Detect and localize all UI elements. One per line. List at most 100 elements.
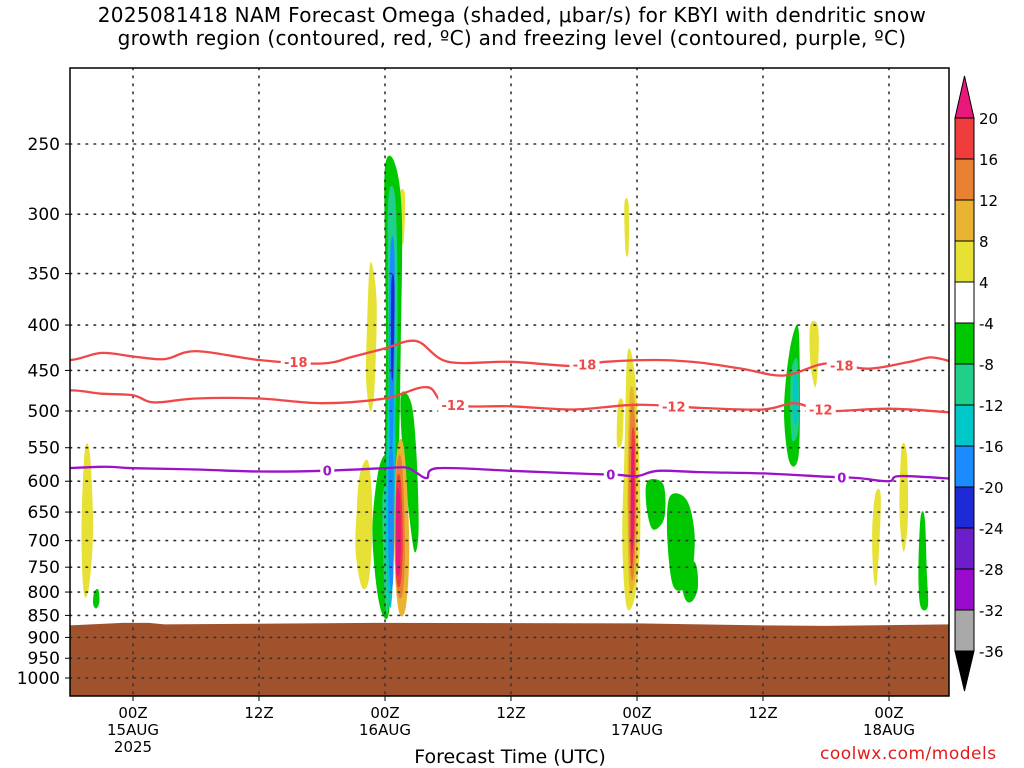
colorbar-low-arrow: [954, 650, 975, 692]
plot-frame: [69, 67, 950, 697]
contour-label: -18: [284, 356, 308, 371]
contour-label-bg: [826, 357, 857, 374]
contour-label: 0: [606, 469, 615, 484]
omega-area: [809, 320, 819, 388]
y-tick-label: 600: [28, 472, 60, 492]
colorbar-label: 20: [979, 110, 998, 128]
contour-line: [70, 386, 949, 414]
omega-area: [630, 445, 635, 552]
y-tick-label: 850: [28, 606, 60, 626]
omega-area: [918, 511, 929, 611]
y-tick-label: 700: [28, 532, 60, 552]
colorbar-segment: [954, 117, 975, 160]
x-tick-label: 12Z: [748, 704, 777, 722]
omega-area: [678, 558, 699, 603]
colorbar-segment: [954, 445, 975, 488]
contour-label-bg: [280, 354, 311, 371]
contour-label-bg: [320, 462, 335, 479]
colorbar-label: 8: [979, 233, 989, 251]
contours: -18 -18 -18 -12 -12 -12 0 0 0: [70, 339, 949, 486]
colorbar-label: 16: [979, 151, 998, 169]
colorbar-label: -20: [979, 479, 1004, 497]
contour-label: 0: [837, 471, 846, 486]
omega-area: [899, 442, 909, 552]
contour-line: [70, 465, 949, 483]
y-axis: 2503003504004505005506006507007508008509…: [17, 135, 70, 689]
x-tick-label: 2025: [114, 738, 152, 756]
colorbar-label: -32: [979, 602, 1004, 620]
colorbar-label: -4: [979, 315, 994, 333]
colorbar-segment: [954, 199, 975, 242]
x-tick-label: 00Z: [874, 704, 903, 722]
y-tick-label: 500: [28, 402, 60, 422]
omega-area: [355, 459, 373, 590]
omega-area: [365, 261, 377, 412]
colorbar-segment: [954, 322, 975, 365]
contour-label-bg: [805, 401, 836, 418]
colorbar-label: -36: [979, 643, 1004, 661]
contour-label-bg: [603, 466, 618, 483]
omega-area: [872, 488, 881, 587]
terrain-fill: [70, 622, 949, 696]
y-tick-label: 1000: [17, 669, 60, 689]
y-tick-label: 250: [28, 135, 60, 155]
x-tick-label: 00Z: [118, 704, 147, 722]
contour-label-bg: [569, 356, 600, 373]
contour-label: 0: [323, 465, 332, 480]
colorbar-high-arrow: [954, 75, 975, 119]
y-tick-label: 650: [28, 503, 60, 523]
x-tick-label: 16AUG: [359, 721, 411, 739]
x-tick-label: 18AUG: [863, 721, 915, 739]
y-tick-label: 950: [28, 649, 60, 669]
y-tick-label: 350: [28, 265, 60, 285]
colorbar-label: 12: [979, 192, 998, 210]
y-tick-label: 550: [28, 439, 60, 459]
omega-area: [390, 273, 395, 382]
plot-background: [70, 68, 949, 696]
contour-line: [70, 339, 949, 377]
contour-label: -18: [573, 359, 597, 374]
omega-shading: [18, 155, 929, 620]
colorbar-segment: [954, 486, 975, 529]
omega-area: [93, 588, 100, 609]
colorbar-label: -24: [979, 520, 1004, 538]
contour-label-bg: [658, 398, 689, 415]
omega-area: [395, 488, 401, 577]
y-tick-label: 800: [28, 583, 60, 603]
y-tick-label: 750: [28, 558, 60, 578]
colorbar-segment: [954, 404, 975, 447]
colorbar-segment: [954, 527, 975, 570]
colorbar-label: -8: [979, 356, 994, 374]
contour-label-bg: [438, 396, 469, 413]
x-tick-label: 12Z: [244, 704, 273, 722]
x-tick-label: 17AUG: [611, 721, 663, 739]
colorbar-segment: [954, 281, 975, 324]
x-axis-title: Forecast Time (UTC): [414, 746, 606, 768]
y-tick-label: 400: [28, 316, 60, 336]
x-tick-label: 00Z: [622, 704, 651, 722]
y-tick-label: 300: [28, 205, 60, 225]
contour-label: -12: [662, 401, 686, 416]
omega-area: [792, 373, 799, 424]
x-tick-label: 00Z: [370, 704, 399, 722]
colorbar-label: -16: [979, 438, 1004, 456]
colorbar-segment: [954, 609, 975, 652]
watermark: coolwx.com/models: [820, 744, 997, 764]
omega-area: [18, 391, 32, 612]
x-tick-label: 15AUG: [107, 721, 159, 739]
y-tick-label: 900: [28, 628, 60, 648]
omega-area: [645, 479, 666, 530]
terrain: [70, 622, 949, 696]
contour-label-bg: [834, 469, 849, 486]
colorbar-segment: [954, 568, 975, 611]
colorbar-segment: [954, 240, 975, 283]
omega-area: [624, 197, 630, 257]
contour-label: -12: [809, 404, 833, 419]
contour-label: -12: [442, 399, 466, 414]
colorbar-segment: [954, 158, 975, 201]
colorbar: -36 -32 -28 -24 -20 -16 -12 -8 -4 4 8 12 16 20: [954, 75, 1004, 692]
chart-title: 2025081418 NAM Forecast Omega (shaded, μ…: [97, 3, 927, 50]
grid: [70, 68, 949, 696]
